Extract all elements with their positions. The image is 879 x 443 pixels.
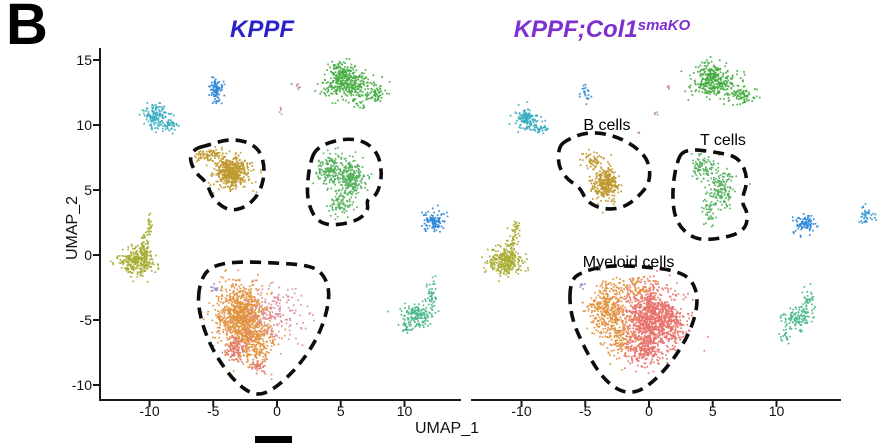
x-tick-label: 5 <box>708 403 717 419</box>
right-panel-title: KPPF;Col1smaKO <box>462 16 742 44</box>
left-panel-title-text: KPPF <box>229 16 294 43</box>
x-axis-label: UMAP_1 <box>414 420 480 437</box>
y-tick-label: -10 <box>71 377 92 393</box>
x-tick-label: 0 <box>645 403 653 419</box>
cropped-next-panel-edge <box>255 436 292 443</box>
right-panel-title-superscript: smaKO <box>637 17 691 34</box>
y-tick-label: 10 <box>76 117 92 133</box>
x-tick-label: 10 <box>768 403 785 419</box>
x-tick-label: -10 <box>139 403 160 419</box>
y-tick-label: 15 <box>76 52 92 68</box>
y-tick-label: 0 <box>84 247 92 263</box>
right-panel-title-text: KPPF;Col1 <box>513 16 638 43</box>
gate-label-b-cells: B cells <box>583 117 631 135</box>
gate-label-t-cells: T cells <box>699 131 746 149</box>
y-tick-label: -5 <box>79 312 92 328</box>
x-tick-label: 5 <box>336 403 345 419</box>
figure-panel-label: B <box>6 0 48 57</box>
x-tick-label: -5 <box>207 403 220 419</box>
left-panel-title: KPPF <box>182 16 342 44</box>
y-tick-label: 5 <box>84 182 92 198</box>
x-tick-label: 10 <box>396 403 413 419</box>
x-tick-label: -5 <box>579 403 592 419</box>
gate-label-myeloid-cells: Myeloid cells <box>582 253 675 271</box>
x-tick-label: 0 <box>273 403 281 419</box>
x-tick-label: -10 <box>511 403 532 419</box>
